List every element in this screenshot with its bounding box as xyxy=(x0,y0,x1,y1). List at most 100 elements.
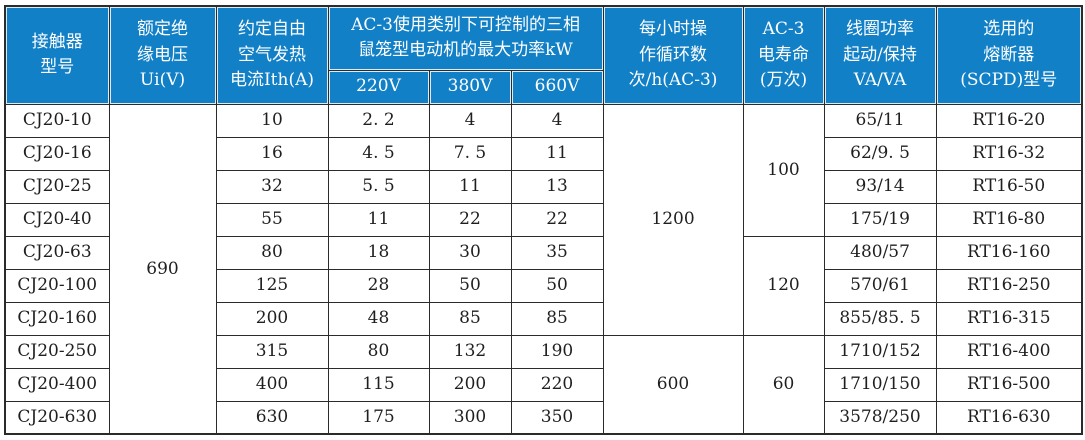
cell-kw380: 200 xyxy=(428,367,512,402)
header-fuse-model: 选用的 熔断器 (SCPD)型号 xyxy=(935,5,1083,105)
table-body: CJ20-10 690 10 2. 2 4 4 1200 100 65/11 R… xyxy=(4,103,1083,435)
cell-life-merged: 60 xyxy=(742,334,825,435)
cell-ith: 80 xyxy=(215,235,329,270)
cell-kw380: 7. 5 xyxy=(428,136,512,171)
cell-life-merged: 100 xyxy=(742,103,825,237)
cell-kw220: 5. 5 xyxy=(327,169,430,204)
cell-kw380: 11 xyxy=(428,169,512,204)
cell-model: CJ20-100 xyxy=(4,268,110,303)
cell-kw380: 85 xyxy=(428,301,512,336)
cell-kw220: 18 xyxy=(327,235,430,270)
cell-model: CJ20-16 xyxy=(4,136,110,171)
cell-model: CJ20-250 xyxy=(4,334,110,369)
cell-ith: 32 xyxy=(215,169,329,204)
cell-ith: 630 xyxy=(215,400,329,435)
cell-kw660: 85 xyxy=(510,301,604,336)
header-row-top: 接触器 型号 额定绝 缘电压 Ui(V) 约定自由 空气发热 电流Ith(A) … xyxy=(4,5,1083,105)
header-380v: 380V xyxy=(428,69,512,105)
cell-kw660: 190 xyxy=(510,334,604,369)
cell-coil: 62/9. 5 xyxy=(823,136,937,171)
cell-coil: 1710/152 xyxy=(823,334,937,369)
cell-coil: 175/19 xyxy=(823,202,937,237)
cell-kw220: 4. 5 xyxy=(327,136,430,171)
cell-kw220: 80 xyxy=(327,334,430,369)
cell-life-merged: 120 xyxy=(742,235,825,336)
cell-fuse: RT16-400 xyxy=(935,334,1083,369)
cell-model: CJ20-400 xyxy=(4,367,110,402)
cell-coil: 570/61 xyxy=(823,268,937,303)
cell-cycles-merged: 1200 xyxy=(602,103,744,336)
cell-ith: 400 xyxy=(215,367,329,402)
cell-kw380: 132 xyxy=(428,334,512,369)
header-electrical-life: AC-3 电寿命 (万次) xyxy=(742,5,825,105)
table-row: CJ20-25 32 5. 5 11 13 93/14 RT16-50 xyxy=(4,169,1083,204)
cell-coil: 1710/150 xyxy=(823,367,937,402)
cell-kw660: 22 xyxy=(510,202,604,237)
header-660v: 660V xyxy=(510,69,604,105)
table-row: CJ20-10 690 10 2. 2 4 4 1200 100 65/11 R… xyxy=(4,103,1083,435)
header-rated-insulation-voltage: 额定绝 缘电压 Ui(V) xyxy=(108,5,217,105)
cell-fuse: RT16-50 xyxy=(935,169,1083,204)
table-row: CJ20-250 315 80 132 190 600 60 1710/152 … xyxy=(4,334,1083,435)
cell-cycles-merged: 600 xyxy=(602,334,744,435)
cell-ith: 125 xyxy=(215,268,329,303)
cell-fuse: RT16-80 xyxy=(935,202,1083,237)
cell-kw220: 175 xyxy=(327,400,430,435)
table-row: CJ20-100 125 28 50 50 570/61 RT16-250 xyxy=(4,268,1083,303)
cell-kw220: 11 xyxy=(327,202,430,237)
cell-kw220: 28 xyxy=(327,268,430,303)
cell-ith: 200 xyxy=(215,301,329,336)
cell-coil: 3578/250 xyxy=(823,400,937,435)
cell-model: CJ20-630 xyxy=(4,400,110,435)
cell-fuse: RT16-500 xyxy=(935,367,1083,402)
header-row-sub: 220V 380V 660V xyxy=(5,69,1082,105)
table-row: CJ20-16 16 4. 5 7. 5 11 62/9. 5 RT16-32 xyxy=(4,136,1083,171)
cell-kw380: 4 xyxy=(428,103,512,138)
cell-ith: 16 xyxy=(215,136,329,171)
cell-kw380: 22 xyxy=(428,202,512,237)
cell-kw220: 2. 2 xyxy=(327,103,430,138)
cell-kw660: 220 xyxy=(510,367,604,402)
cell-ui-merged: 690 xyxy=(108,103,217,435)
cell-model: CJ20-25 xyxy=(4,169,110,204)
cell-fuse: RT16-315 xyxy=(935,301,1083,336)
cell-coil: 855/85. 5 xyxy=(823,301,937,336)
cell-fuse: RT16-630 xyxy=(935,400,1083,435)
table-row: CJ20-63 80 18 30 35 120 480/57 RT16-160 xyxy=(4,235,1083,336)
cell-coil: 480/57 xyxy=(823,235,937,270)
table-header: 接触器 型号 额定绝 缘电压 Ui(V) 约定自由 空气发热 电流Ith(A) … xyxy=(4,5,1083,105)
cell-kw220: 48 xyxy=(327,301,430,336)
cell-coil: 93/14 xyxy=(823,169,937,204)
cell-coil: 65/11 xyxy=(823,103,937,138)
cell-kw660: 350 xyxy=(510,400,604,435)
cell-model: CJ20-63 xyxy=(4,235,110,270)
cell-ith: 10 xyxy=(215,103,329,138)
header-thermal-current: 约定自由 空气发热 电流Ith(A) xyxy=(215,5,329,105)
cell-kw380: 50 xyxy=(428,268,512,303)
cell-kw380: 300 xyxy=(428,400,512,435)
cell-ith: 55 xyxy=(215,202,329,237)
cell-kw660: 11 xyxy=(510,136,604,171)
cell-model: CJ20-40 xyxy=(4,202,110,237)
cell-kw660: 4 xyxy=(510,103,604,138)
header-model: 接触器 型号 xyxy=(4,5,110,105)
cell-kw220: 115 xyxy=(327,367,430,402)
cell-kw660: 13 xyxy=(510,169,604,204)
cell-kw380: 30 xyxy=(428,235,512,270)
cell-fuse: RT16-250 xyxy=(935,268,1083,303)
cell-model: CJ20-10 xyxy=(4,103,110,138)
contactor-spec-table: 接触器 型号 额定绝 缘电压 Ui(V) 约定自由 空气发热 电流Ith(A) … xyxy=(4,5,1084,435)
cell-fuse: RT16-20 xyxy=(935,103,1083,138)
header-coil-power: 线圈功率 起动/保持 VA/VA xyxy=(823,5,937,105)
header-cycles-per-hour: 每小时操 作循环数 次/h(AC-3) xyxy=(602,5,744,105)
cell-fuse: RT16-160 xyxy=(935,235,1083,270)
table-row: CJ20-630 630 175 300 350 3578/250 RT16-6… xyxy=(4,400,1083,435)
header-220v: 220V xyxy=(327,69,430,105)
cell-kw660: 35 xyxy=(510,235,604,270)
cell-kw660: 50 xyxy=(510,268,604,303)
header-ac3-max-power-group: AC-3使用类别下可控制的三相 鼠笼型电动机的最大功率kW xyxy=(327,5,604,71)
cell-ith: 315 xyxy=(215,334,329,369)
cell-model: CJ20-160 xyxy=(4,301,110,336)
cell-fuse: RT16-32 xyxy=(935,136,1083,171)
